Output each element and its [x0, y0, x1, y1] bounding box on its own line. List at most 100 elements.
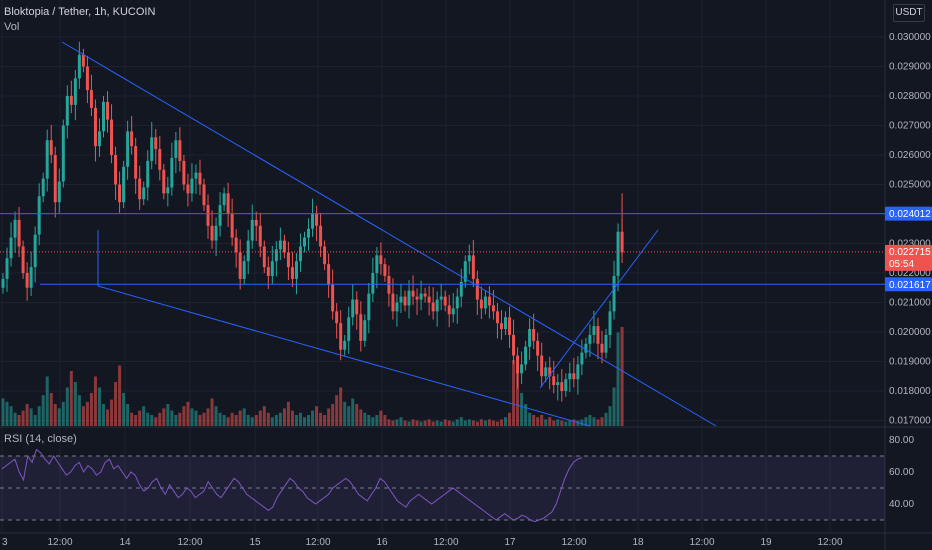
- volume-bar: [552, 420, 556, 426]
- time-tick-label: 12:00: [817, 537, 842, 548]
- ascending-trendline: [539, 229, 659, 389]
- volume-bar: [375, 415, 379, 426]
- candle: [443, 296, 447, 306]
- volume-bar: [102, 404, 105, 426]
- volume-bar: [278, 412, 282, 426]
- volume-bar: [186, 401, 190, 426]
- volume-bar: [303, 417, 306, 426]
- volume-bar: [206, 408, 210, 426]
- candle: [258, 225, 262, 247]
- volume-bar: [311, 410, 315, 426]
- candle: [463, 261, 467, 282]
- candle: [202, 184, 206, 206]
- volume-bar: [65, 387, 69, 426]
- price-tick-label: 0.022000: [889, 268, 931, 279]
- candle: [435, 299, 439, 312]
- candle: [343, 340, 347, 350]
- candle: [81, 54, 85, 67]
- volume-bar: [41, 395, 45, 426]
- candle: [471, 255, 475, 279]
- candle: [431, 302, 435, 312]
- volume-bar: [126, 404, 130, 426]
- volume-bar: [61, 401, 65, 426]
- volume-bar: [81, 406, 85, 426]
- candle: [69, 96, 73, 105]
- candle: [556, 382, 560, 386]
- volume-bar: [53, 404, 57, 426]
- volume-bar: [451, 421, 455, 426]
- candle: [25, 273, 29, 288]
- candle: [447, 305, 451, 315]
- volume-bar: [592, 417, 596, 426]
- volume-bar: [479, 419, 483, 426]
- price-tick-label: 0.023000: [889, 239, 931, 250]
- resistance-price-label: 0.024012: [889, 209, 931, 220]
- candle: [379, 255, 383, 265]
- candle: [467, 255, 471, 262]
- volume-bar: [190, 408, 194, 426]
- currency-button[interactable]: USDT: [893, 4, 925, 22]
- candle: [73, 78, 77, 105]
- candle: [548, 367, 552, 377]
- candle: [186, 184, 190, 194]
- price-tick-label: 0.019000: [889, 357, 931, 368]
- candle: [327, 264, 331, 285]
- volume-bar: [154, 417, 158, 426]
- lower-wedge-line: [97, 285, 591, 427]
- volume-bar: [419, 421, 423, 426]
- candle: [290, 267, 294, 279]
- volume-bar: [427, 419, 431, 426]
- volume-bar: [339, 387, 343, 426]
- volume-bar: [471, 420, 475, 426]
- candle: [540, 355, 544, 377]
- candle: [363, 320, 367, 341]
- volume-bar: [443, 419, 447, 426]
- candle: [439, 296, 443, 300]
- volume-bar: [106, 409, 110, 426]
- candle: [423, 293, 427, 297]
- candle: [41, 178, 45, 197]
- candle: [487, 296, 491, 306]
- candle: [528, 329, 532, 347]
- candle: [564, 379, 568, 391]
- volume-bar: [335, 395, 339, 426]
- candle: [102, 101, 105, 132]
- candle: [495, 311, 499, 324]
- volume-bar: [262, 406, 266, 426]
- volume-bar: [73, 382, 77, 426]
- time-tick-label: 12:00: [47, 537, 72, 548]
- candle: [536, 340, 540, 356]
- candle: [150, 137, 154, 161]
- volume-bar: [604, 412, 608, 426]
- candle: [359, 314, 363, 341]
- volume-bar: [49, 393, 53, 426]
- volume-bar: [512, 360, 516, 426]
- candle: [415, 296, 419, 300]
- volume-bar: [85, 401, 89, 426]
- volume-bar: [5, 401, 9, 426]
- volume-bar: [17, 415, 21, 426]
- candle: [29, 267, 33, 288]
- candle: [254, 219, 258, 226]
- volume-bar: [315, 406, 319, 426]
- candle: [520, 364, 524, 374]
- price-tick-label: 0.026000: [889, 150, 931, 161]
- candle: [226, 193, 230, 214]
- candle: [608, 311, 612, 335]
- rsi-tick-label: 80.00: [889, 435, 914, 446]
- candle: [516, 355, 520, 374]
- candle: [230, 214, 234, 238]
- volume-bar: [250, 417, 254, 426]
- volume-bar: [57, 408, 61, 426]
- rsi-tick-label: 40.00: [889, 499, 914, 510]
- candle: [319, 225, 323, 247]
- volume-bar: [399, 417, 403, 426]
- candle: [479, 299, 483, 309]
- volume-bar: [544, 419, 548, 426]
- candle: [142, 187, 146, 200]
- candle: [17, 219, 21, 247]
- volume-bar: [483, 420, 487, 426]
- volume-bar: [234, 415, 238, 426]
- volume-bar: [568, 420, 572, 426]
